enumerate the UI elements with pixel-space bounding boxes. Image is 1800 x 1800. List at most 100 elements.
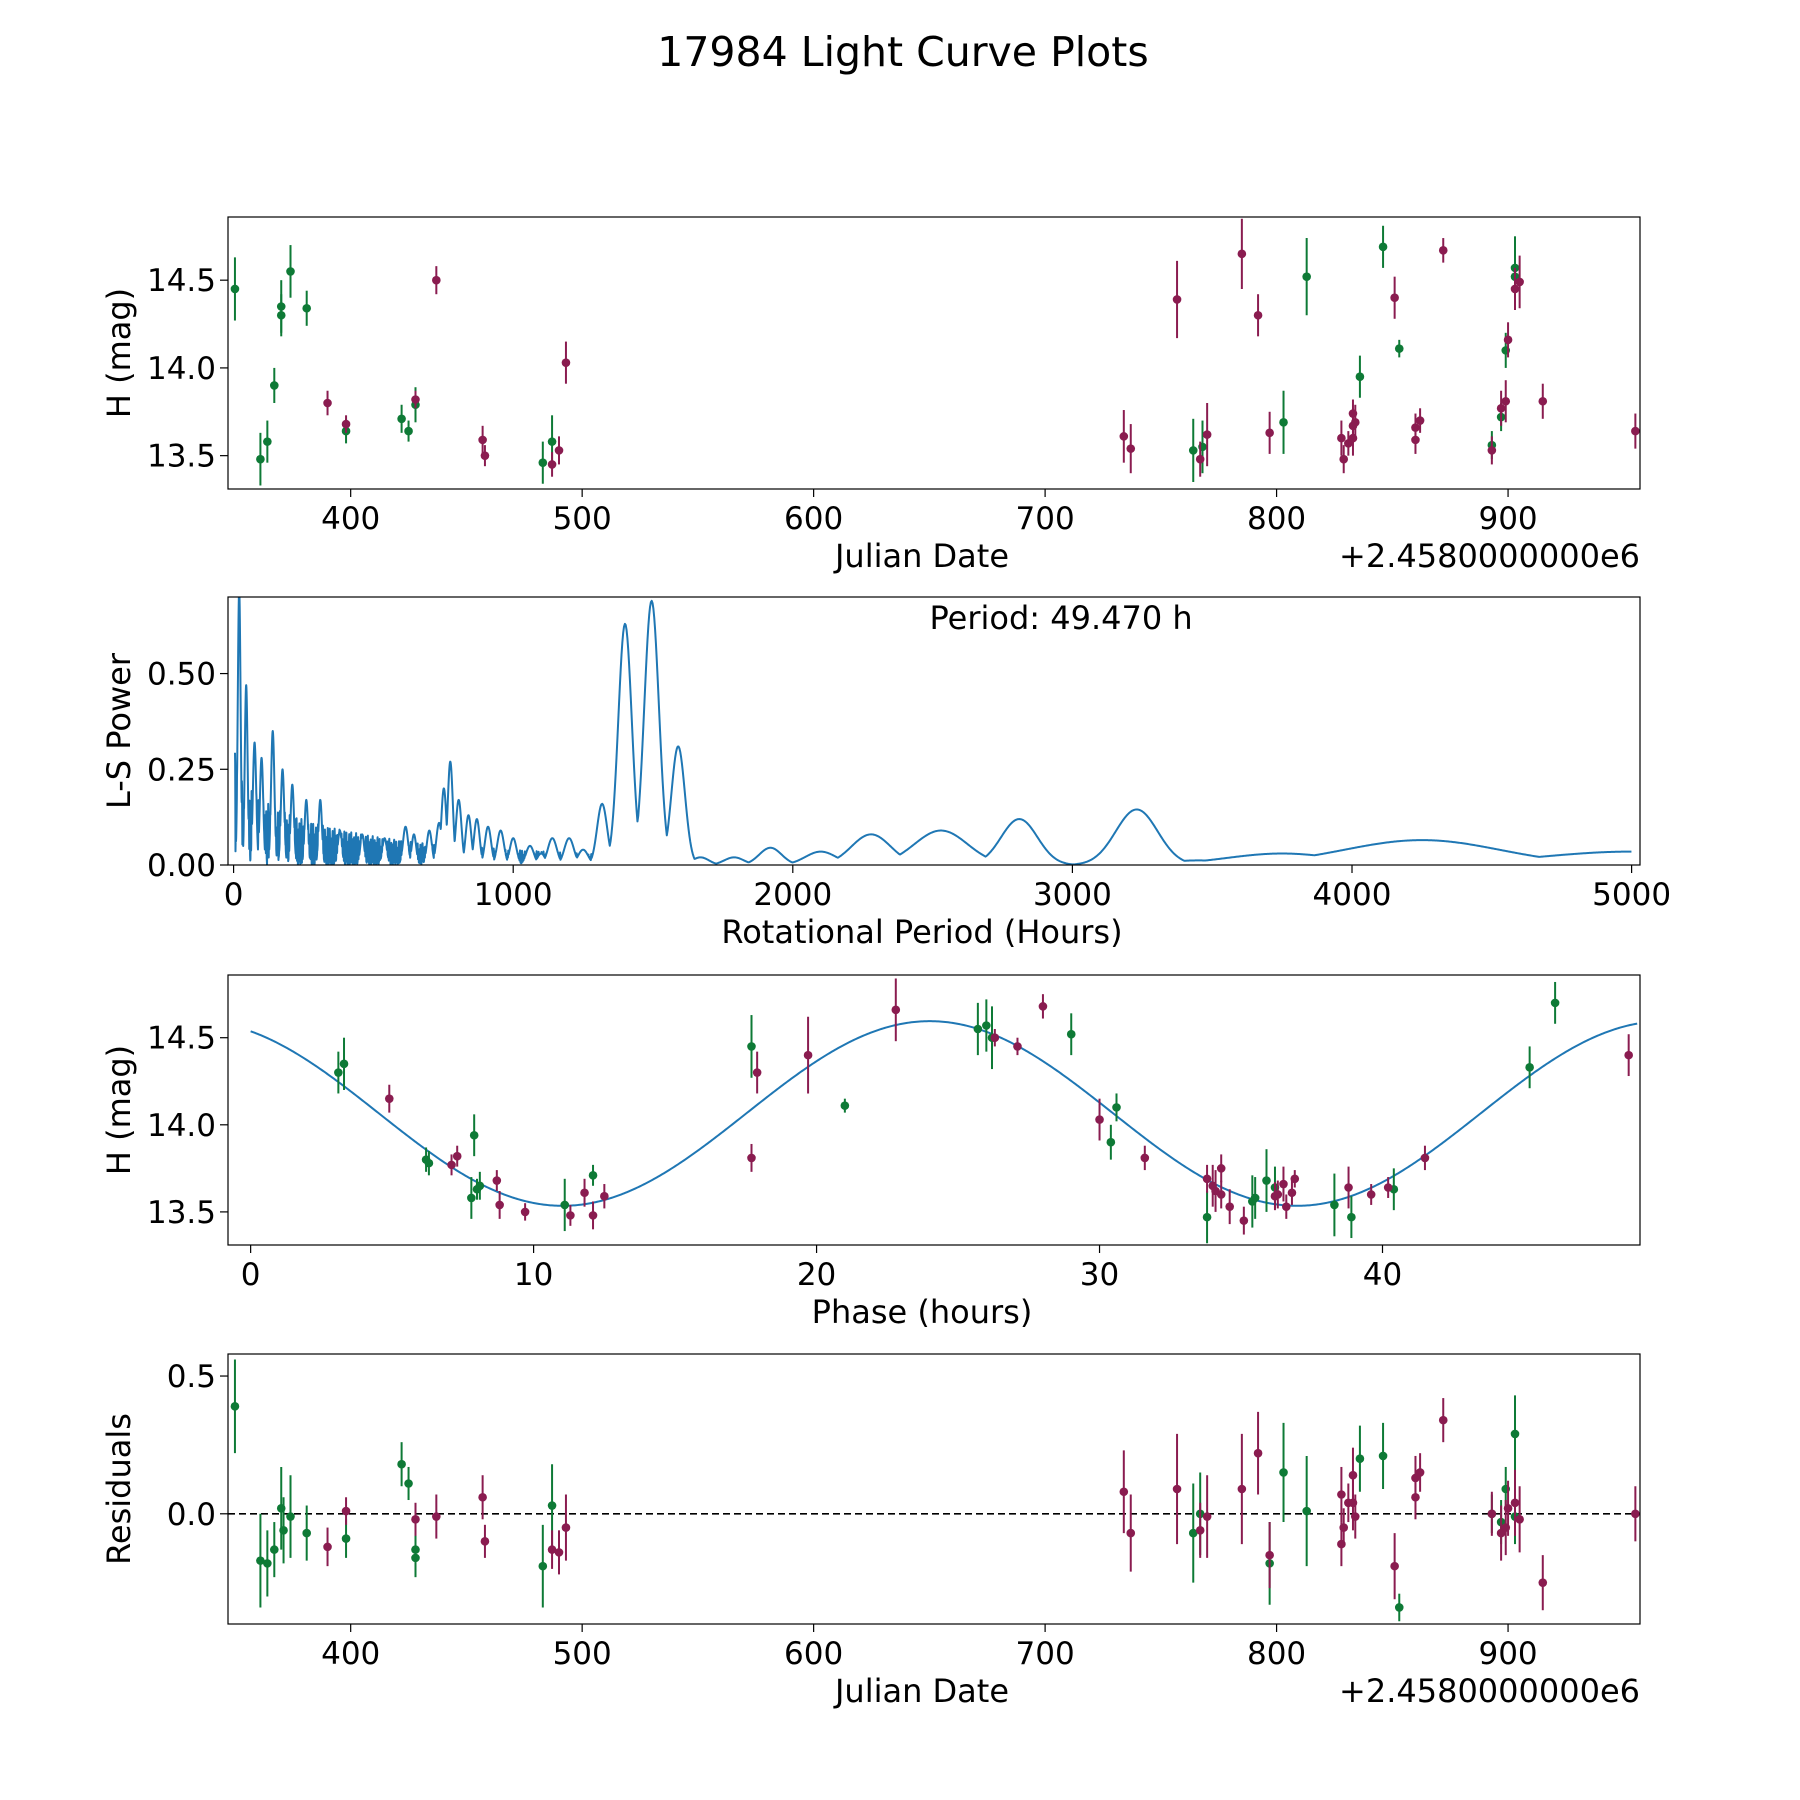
- marker: [1487, 446, 1497, 455]
- data-point-g: [1279, 1422, 1288, 1523]
- marker: [432, 1512, 441, 1521]
- marker: [1126, 1528, 1136, 1538]
- marker: [1394, 344, 1404, 353]
- marker: [1538, 1578, 1548, 1587]
- data-point-r: [432, 266, 441, 295]
- y-tick-label: 14.5: [147, 1021, 216, 1057]
- marker: [279, 1526, 288, 1535]
- marker: [411, 1515, 420, 1524]
- marker: [341, 1506, 351, 1516]
- marker: [1631, 426, 1640, 436]
- x-tick-label: 600: [784, 1636, 843, 1672]
- data-point-r: [1503, 1480, 1513, 1536]
- marker: [1281, 1202, 1291, 1211]
- data-point-r: [1195, 1502, 1205, 1558]
- periodogram-panel: 0 1000 2000 3000 4000 5000 0.00 0.25 0.50 Rotatio…: [100, 596, 1671, 951]
- marker: [1140, 1153, 1150, 1163]
- marker: [1487, 1509, 1497, 1519]
- data-point-r: [747, 1143, 756, 1172]
- x-axis-label: Rotational Period (Hours): [721, 913, 1122, 951]
- data-point-r: [1510, 267, 1520, 311]
- data-point-r: [1253, 294, 1263, 337]
- marker: [1273, 1190, 1283, 1199]
- data-point-r: [1281, 1194, 1291, 1219]
- data-point-r: [1172, 1433, 1182, 1545]
- data-point-r: [1510, 1469, 1520, 1536]
- x-tick-label: 600: [784, 501, 843, 537]
- data-point-g: [1378, 1422, 1388, 1489]
- data-point-g: [475, 1171, 485, 1200]
- data-point-r: [480, 1524, 490, 1558]
- marker: [1378, 1451, 1388, 1461]
- data-point-r: [1287, 1180, 1297, 1205]
- data-point-r: [1265, 1522, 1274, 1589]
- data-point-r: [1390, 276, 1399, 319]
- data-point-g: [334, 1051, 343, 1094]
- marker: [1550, 998, 1560, 1008]
- data-point-g: [263, 420, 272, 463]
- data-point-r: [1239, 1206, 1249, 1235]
- marker: [1239, 1216, 1249, 1225]
- marker: [475, 1181, 485, 1191]
- marker: [1188, 446, 1198, 455]
- data-point-g: [302, 290, 312, 326]
- data-point-r: [411, 390, 420, 409]
- data-point-r: [1237, 218, 1247, 289]
- data-point-g: [982, 999, 991, 1052]
- marker: [1287, 1188, 1297, 1198]
- marker: [404, 426, 413, 436]
- marker: [230, 284, 240, 294]
- residuals-panel: 400 500 600 700 800 900 0.0 0.5 Julian Date Resid…: [100, 1353, 1641, 1710]
- marker: [1216, 1190, 1226, 1199]
- marker: [1172, 295, 1182, 304]
- data-point-r: [452, 1145, 462, 1167]
- marker: [1344, 1183, 1353, 1192]
- x-offset-label: +2.4580000000e6: [1339, 537, 1640, 575]
- marker: [1503, 335, 1513, 345]
- marker: [1279, 1468, 1288, 1477]
- data-point-g: [411, 1533, 420, 1567]
- data-point-r: [554, 436, 564, 465]
- data-point-g: [1525, 1046, 1534, 1089]
- data-point-r: [1344, 1166, 1353, 1209]
- data-point-r: [480, 445, 490, 467]
- data-point-r: [1339, 1508, 1349, 1547]
- data-point-g: [256, 432, 265, 486]
- marker: [339, 1059, 349, 1069]
- marker: [341, 419, 351, 429]
- marker: [538, 1561, 548, 1571]
- marker: [891, 1005, 901, 1015]
- data-point-r: [752, 1051, 762, 1094]
- data-point-g: [1510, 1395, 1520, 1473]
- x-tick-label: 0: [241, 1257, 261, 1293]
- data-point-r: [1290, 1170, 1300, 1188]
- marker: [1631, 1509, 1640, 1519]
- data-point-r: [1038, 994, 1048, 1019]
- data-point-r: [580, 1178, 589, 1207]
- marker: [538, 458, 548, 467]
- data-point-r: [478, 425, 487, 454]
- x-tick-label: 10: [514, 1257, 553, 1293]
- x-tick-label: 400: [321, 501, 380, 537]
- data-point-r: [1496, 390, 1506, 426]
- data-point-r: [1515, 1486, 1524, 1553]
- marker: [480, 451, 490, 460]
- data-point-r: [1503, 322, 1513, 358]
- marker: [554, 1548, 564, 1557]
- data-point-r: [1390, 1533, 1399, 1600]
- marker: [452, 1151, 462, 1161]
- marker: [554, 446, 564, 455]
- data-point-r: [561, 341, 571, 384]
- data-point-r: [1411, 1455, 1420, 1501]
- marker: [1515, 277, 1524, 287]
- x-tick-label: 700: [1016, 501, 1075, 537]
- marker: [1202, 1212, 1212, 1222]
- data-point-g: [1250, 1177, 1260, 1219]
- data-point-g: [286, 1475, 295, 1558]
- data-point-g: [1347, 1196, 1356, 1239]
- x-tick-label: 20: [797, 1257, 836, 1293]
- marker: [447, 1160, 456, 1170]
- x-tick-label: 40: [1363, 1257, 1402, 1293]
- x-offset-label: +2.4580000000e6: [1339, 1672, 1640, 1710]
